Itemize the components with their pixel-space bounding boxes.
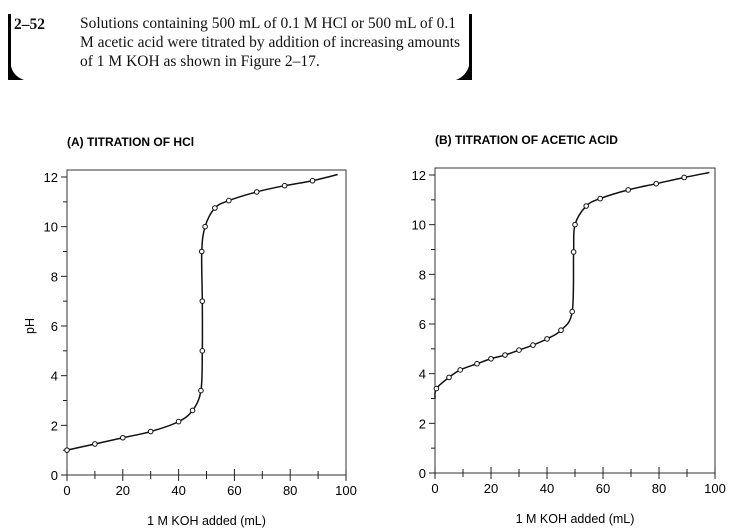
data-point [433,385,440,392]
data-point [64,447,70,453]
y-tick-label: 12 [412,168,426,183]
data-point [502,352,508,358]
chart-title: (A) TITRATION OF HCl [67,135,194,149]
x-tick-label: 20 [116,483,130,498]
y-tick-label: 0 [419,466,426,481]
plot-frame [66,169,347,476]
problem-number: 2–52 [14,16,45,33]
data-point [558,327,564,334]
y-axis-label: pH [23,318,37,334]
x-tick-label: 20 [484,481,498,496]
y-tick-label: 6 [51,319,58,334]
data-point [488,355,494,362]
data-point [147,428,154,435]
x-tick-label: 40 [540,481,554,496]
data-point [253,189,260,195]
data-point [516,347,522,353]
y-tick-label: 8 [51,269,58,284]
data-point [583,203,590,209]
problem-text: Solutions containing 500 mL of 0.1 M HCl… [80,15,461,70]
y-tick-label: 0 [51,468,58,483]
x-axis-label: 1 M KOH added (mL) [516,512,635,526]
y-tick-label: 10 [412,218,426,233]
y-tick-label: 10 [44,220,58,235]
data-point [202,223,208,230]
data-point [199,348,206,354]
data-point [570,249,577,255]
y-tick-label: 6 [419,317,426,332]
x-axis-label: 1 M KOH added (mL) [147,514,266,528]
data-point [544,336,550,342]
x-tick-label: 60 [596,481,610,496]
x-tick-label: 0 [63,483,70,498]
y-tick-label: 2 [419,416,426,431]
data-point [198,248,205,255]
chart-title: (B) TITRATION OF ACETIC ACID [435,133,618,147]
data-point [681,174,688,181]
x-tick-label: 100 [704,481,726,496]
data-point [530,342,536,348]
x-tick-label: 100 [335,483,357,498]
data-point [572,221,578,228]
data-point [199,298,206,304]
y-tick-label: 12 [44,170,58,185]
y-tick-label: 2 [51,418,58,433]
x-tick-label: 0 [431,481,438,496]
data-point [597,195,604,202]
y-tick-label: 8 [419,267,426,282]
y-tick-label: 4 [51,369,58,384]
data-point [569,308,576,315]
x-tick-label: 60 [227,483,241,498]
data-point [175,418,182,425]
data-point [281,182,288,189]
data-point [653,180,660,187]
data-point [92,441,98,447]
data-point [625,187,632,193]
data-point [474,360,480,367]
problem-frame [8,14,472,80]
chart-a: (A) TITRATION OF HCl 0 20 40 60 80 100 0 2 4 6 8 10 1… [23,135,357,528]
y-tick-label: 4 [419,367,426,382]
data-point [446,374,452,381]
data-point [189,407,196,414]
x-tick-label: 80 [652,481,666,496]
data-point [226,197,232,204]
titration-curve [66,173,338,451]
plot-frame [434,167,716,474]
data-point [309,177,316,184]
data-point [212,205,218,211]
x-tick-label: 40 [171,483,185,498]
data-point [120,434,126,441]
x-tick-label: 80 [283,483,297,498]
data-point [198,387,204,394]
data-point [457,367,464,373]
